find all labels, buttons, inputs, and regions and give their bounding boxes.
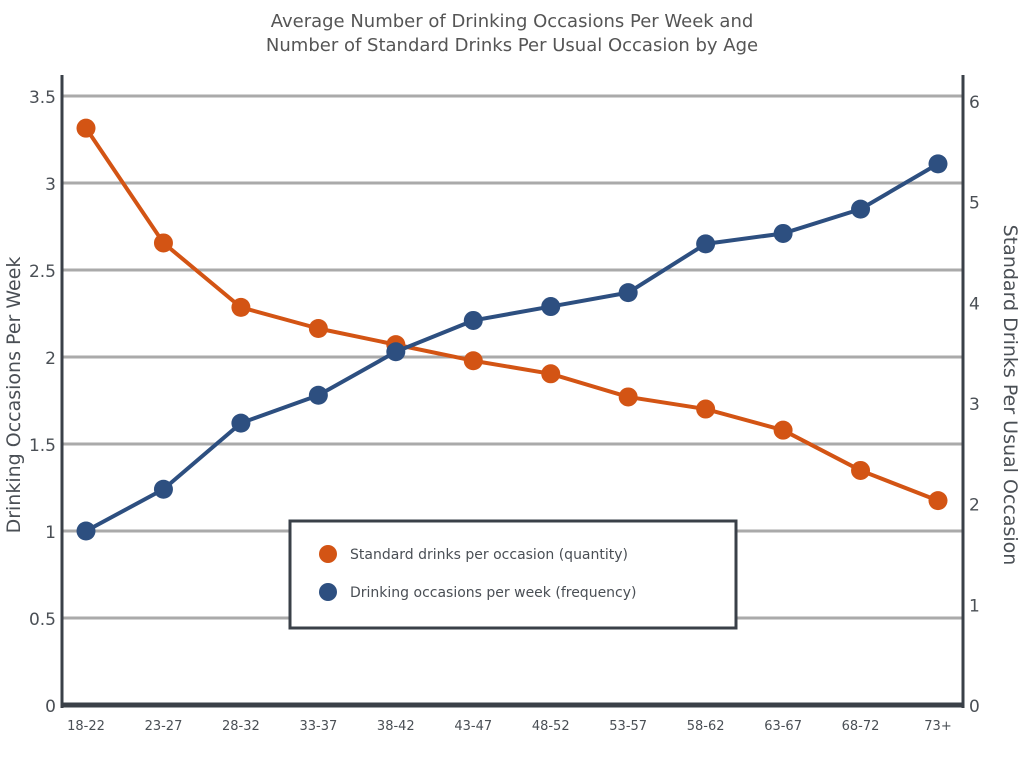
- legend-marker-quantity: [319, 545, 337, 563]
- tick-labels: 0 0.5 1 1.5 2 2.5 3 3.5 0 1 2 3 4 5 6 18-22 23-27 28-32 33…: [29, 88, 980, 734]
- series-line-quantity: [84, 127, 939, 503]
- y-right-axis-label: Standard Drinks Per Usual Occasion: [999, 225, 1021, 566]
- legend-marker-frequency: [319, 583, 337, 601]
- data-point-frequency: [928, 154, 948, 174]
- legend-label-quantity: Standard drinks per occasion (quantity): [350, 547, 628, 563]
- y-right-tick-label: 2: [969, 496, 980, 516]
- data-point-frequency: [618, 283, 638, 303]
- y-right-tick-label: 4: [969, 294, 980, 314]
- y-left-axis-label: Drinking Occasions Per Week: [3, 257, 25, 534]
- legend-label-frequency: Drinking occasions per week (frequency): [350, 585, 637, 601]
- data-point-quantity: [308, 319, 328, 339]
- x-tick-label: 63-67: [764, 719, 802, 734]
- chart-title-line-1: Average Number of Drinking Occasions Per…: [271, 11, 754, 32]
- data-point-quantity: [696, 399, 716, 419]
- y-right-tick-label: 5: [969, 194, 980, 214]
- x-tick-label: 23-27: [145, 719, 183, 734]
- x-tick-label: 38-42: [377, 719, 415, 734]
- data-point-quantity: [618, 387, 638, 407]
- y-left-tick-label: 3: [45, 175, 56, 195]
- data-point-frequency: [463, 310, 483, 330]
- x-tick-label: 18-22: [67, 719, 105, 734]
- data-point-frequency: [386, 342, 406, 362]
- series: [76, 118, 948, 541]
- data-point-quantity: [541, 364, 561, 384]
- y-left-tick-label: 1: [45, 523, 56, 543]
- x-tick-label: 53-57: [609, 719, 647, 734]
- y-left-tick-label: 2.5: [29, 262, 56, 282]
- data-point-quantity: [928, 491, 948, 511]
- y-left-tick-label: 0.5: [29, 610, 56, 630]
- x-tick-label: 43-47: [454, 719, 492, 734]
- data-point-frequency: [153, 479, 173, 499]
- data-point-quantity: [153, 233, 173, 253]
- data-point-frequency: [76, 521, 96, 541]
- data-point-quantity: [773, 420, 793, 440]
- legend: Standard drinks per occasion (quantity) …: [288, 519, 738, 630]
- x-tick-label: 28-32: [222, 719, 260, 734]
- x-tick-label: 48-52: [532, 719, 570, 734]
- x-tick-label: 73+: [924, 719, 951, 734]
- data-point-quantity: [851, 460, 871, 480]
- y-right-tick-label: 1: [969, 596, 980, 616]
- y-left-tick-label: 0: [45, 697, 56, 717]
- data-point-quantity: [463, 351, 483, 371]
- y-right-tick-label: 0: [969, 697, 980, 717]
- y-left-tick-label: 2: [45, 349, 56, 369]
- y-right-tick-label: 3: [969, 395, 980, 415]
- data-point-frequency: [231, 413, 251, 433]
- x-tick-label: 58-62: [687, 719, 725, 734]
- y-left-tick-label: 1.5: [29, 436, 56, 456]
- data-point-frequency: [851, 199, 871, 219]
- x-tick-label: 68-72: [842, 719, 880, 734]
- chart-title-line-2: Number of Standard Drinks Per Usual Occa…: [266, 35, 758, 56]
- data-point-quantity: [76, 118, 96, 138]
- data-point-frequency: [308, 385, 328, 405]
- data-point-frequency: [541, 297, 561, 317]
- series-line-frequency: [85, 162, 940, 533]
- x-tick-label: 33-37: [299, 719, 337, 734]
- y-left-tick-label: 3.5: [29, 88, 56, 108]
- gridlines: [62, 94, 963, 620]
- data-point-quantity: [231, 297, 251, 317]
- data-point-frequency: [696, 234, 716, 254]
- axes: [60, 75, 965, 708]
- data-point-frequency: [773, 223, 793, 243]
- y-right-tick-label: 6: [969, 93, 980, 113]
